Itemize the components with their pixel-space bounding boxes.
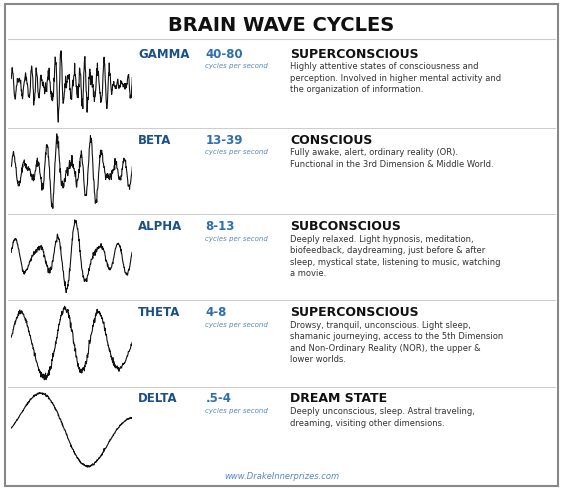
Text: cycles per second: cycles per second [205, 322, 269, 328]
Text: cycles per second: cycles per second [205, 63, 269, 69]
Text: DELTA: DELTA [138, 392, 177, 406]
Text: Highly attentive states of consciousness and
perception. Involved in higher ment: Highly attentive states of consciousness… [290, 62, 501, 94]
Text: cycles per second: cycles per second [205, 149, 269, 155]
Text: ALPHA: ALPHA [138, 220, 182, 233]
Text: 40-80: 40-80 [205, 48, 243, 61]
Text: BETA: BETA [138, 134, 171, 147]
Text: BRAIN WAVE CYCLES: BRAIN WAVE CYCLES [168, 16, 395, 35]
Text: Fully awake, alert, ordinary reality (OR).
Functional in the 3rd Dimension & Mid: Fully awake, alert, ordinary reality (OR… [290, 148, 494, 169]
Text: DREAM STATE: DREAM STATE [290, 392, 387, 406]
Text: Deeply unconscious, sleep. Astral traveling,
dreaming, visiting other dimensions: Deeply unconscious, sleep. Astral travel… [290, 407, 475, 428]
Text: 4-8: 4-8 [205, 306, 227, 319]
Text: THETA: THETA [138, 306, 180, 319]
Text: .5-4: .5-4 [205, 392, 231, 406]
Text: SUPERCONSCIOUS: SUPERCONSCIOUS [290, 306, 418, 319]
Text: 8-13: 8-13 [205, 220, 235, 233]
Text: CONSCIOUS: CONSCIOUS [290, 134, 372, 147]
Text: Deeply relaxed. Light hypnosis, meditation,
biofeedback, daydreaming, just befor: Deeply relaxed. Light hypnosis, meditati… [290, 235, 501, 278]
Text: cycles per second: cycles per second [205, 236, 269, 242]
Text: SUBCONSCIOUS: SUBCONSCIOUS [290, 220, 401, 233]
Text: GAMMA: GAMMA [138, 48, 189, 61]
Text: 13-39: 13-39 [205, 134, 243, 147]
Text: cycles per second: cycles per second [205, 408, 269, 414]
FancyBboxPatch shape [5, 4, 558, 486]
Text: SUPERCONSCIOUS: SUPERCONSCIOUS [290, 48, 418, 61]
Text: Drowsy, tranquil, unconscious. Light sleep,
shamanic journeying, access to the 5: Drowsy, tranquil, unconscious. Light sle… [290, 321, 503, 364]
Text: www.DrakeInnerprizes.com: www.DrakeInnerprizes.com [224, 472, 339, 481]
